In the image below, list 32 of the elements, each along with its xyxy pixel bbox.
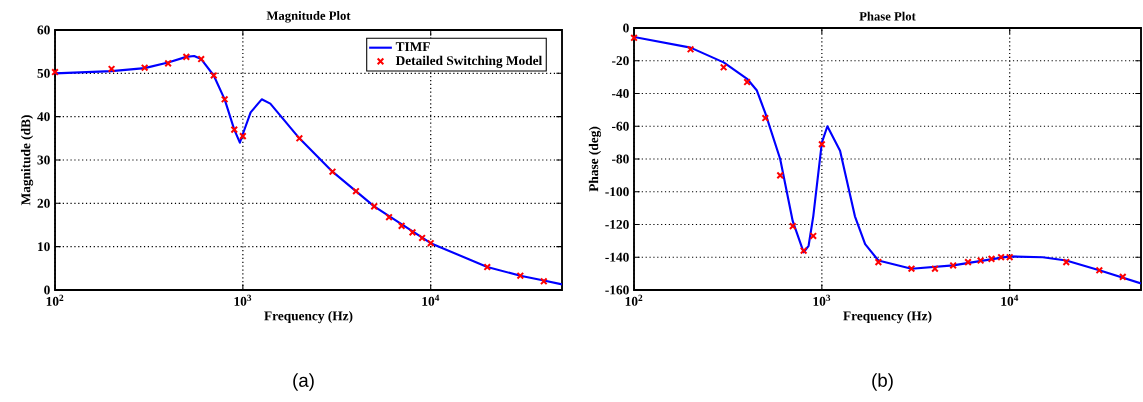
y-tick-label: 0	[44, 285, 50, 295]
legend-label: Detailed Switching Model	[395, 55, 543, 68]
x-axis-title: Frequency (Hz)	[843, 310, 932, 324]
x-tick-label: 10$^{3}$	[234, 294, 252, 306]
y-tick-label: -140	[605, 252, 629, 262]
y-tick-label: 30	[37, 155, 50, 165]
x-tick-label: 10$^{2}$	[625, 294, 643, 306]
y-tick-label: 0	[623, 23, 629, 33]
x-axis-title: Frequency (Hz)	[264, 310, 353, 324]
y-axis-title: Magnitude (dB)	[20, 115, 34, 206]
y-tick-label: -60	[612, 121, 629, 131]
x-tick-label: 10$^{4}$	[422, 294, 440, 306]
y-tick-label: -80	[612, 154, 629, 164]
text: (b)	[872, 373, 893, 391]
legend-label: TIMF	[395, 42, 430, 52]
y-tick-label: -40	[612, 88, 629, 98]
y-tick-label: 10	[38, 242, 50, 252]
y-tick-label: -160	[605, 285, 629, 295]
y-tick-label: 60	[37, 25, 50, 35]
chart-title: Phase Plot	[859, 11, 916, 21]
x-tick-label: 10$^{3}$	[813, 294, 831, 306]
y-tick-label: -20	[612, 56, 629, 66]
y-tick-label: 20	[37, 198, 50, 208]
text: (a)	[293, 373, 314, 391]
x-tick-label: 10$^{4}$	[1001, 294, 1019, 306]
y-tick-label: 40	[37, 112, 50, 122]
x-tick-label: 10$^{2}$	[46, 294, 64, 306]
chart-title: Magnitude Plot	[266, 11, 351, 23]
y-tick-label: -120	[605, 219, 629, 229]
y-axis-title: Phase (deg)	[588, 126, 602, 192]
y-tick-label: -100	[605, 187, 629, 197]
y-tick-label: 50	[37, 68, 50, 78]
